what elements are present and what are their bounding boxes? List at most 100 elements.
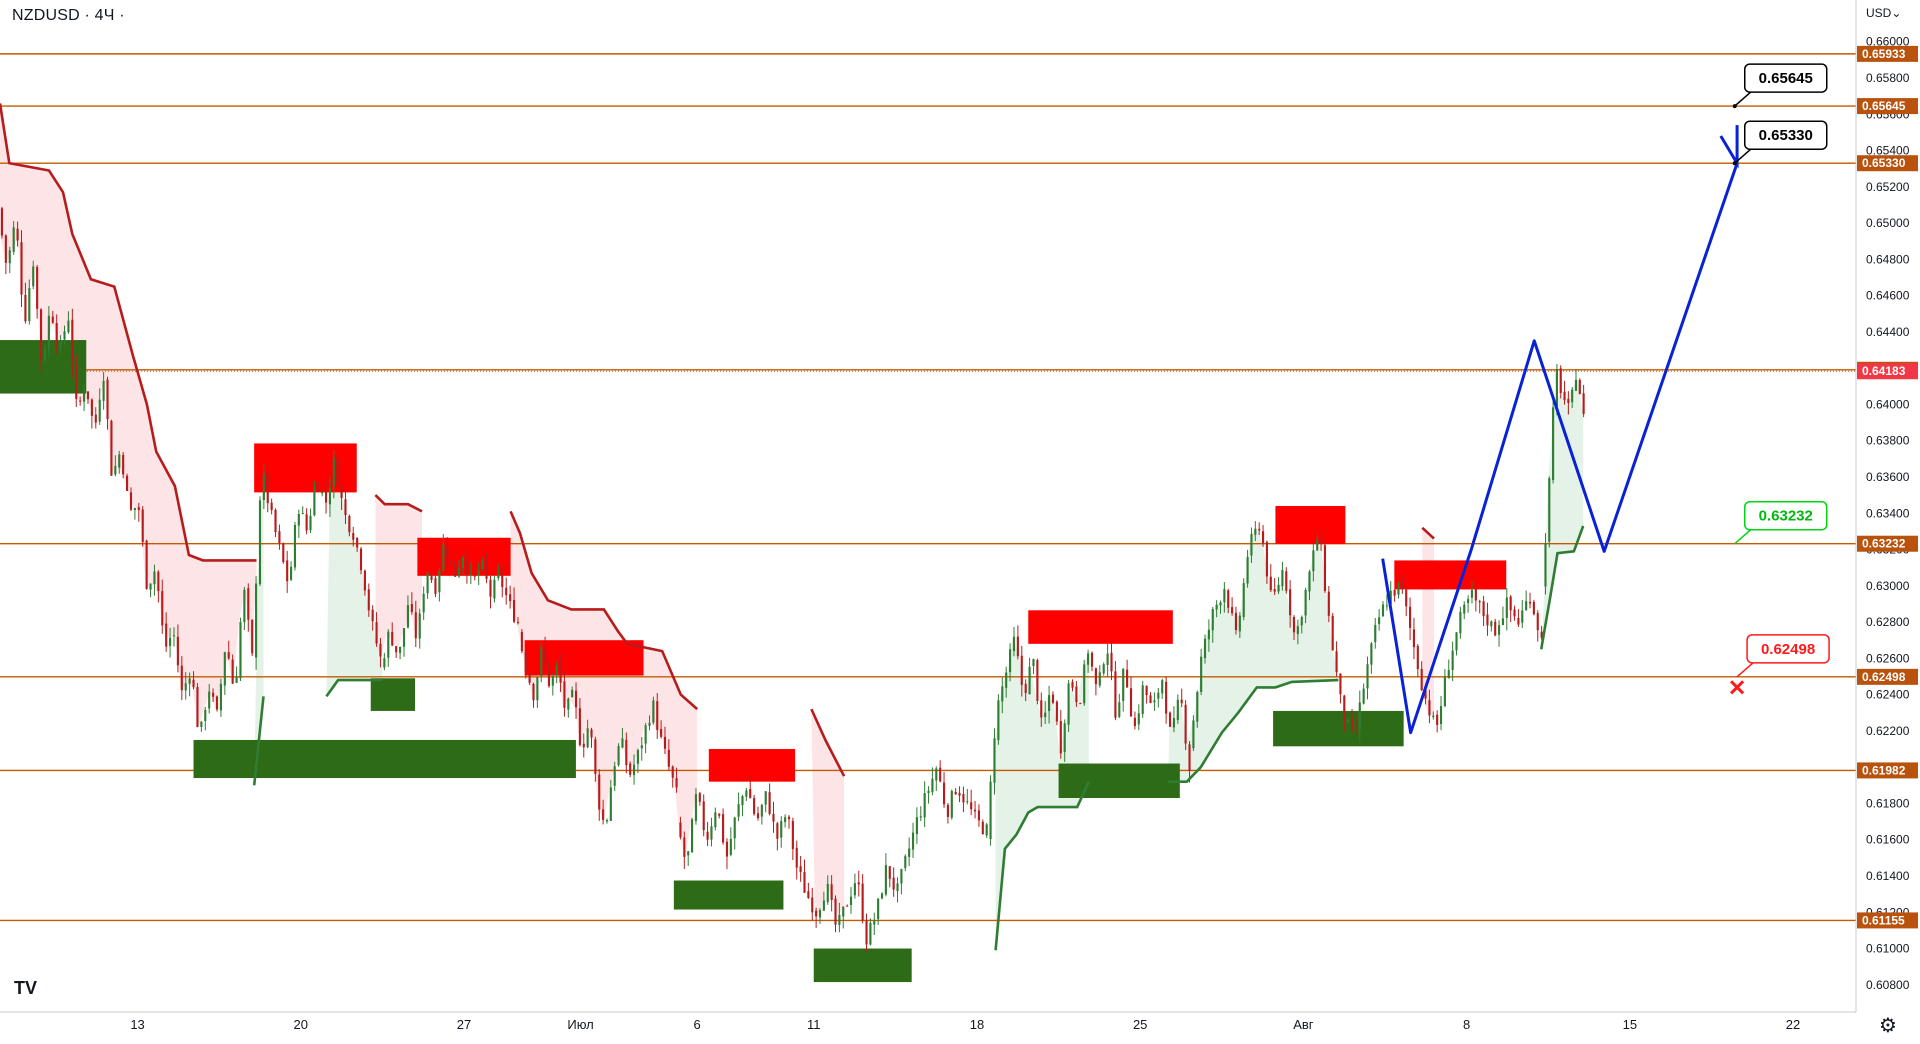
callout-0.65645[interactable]: 0.65645: [1732, 63, 1828, 109]
callout-box[interactable]: [1744, 63, 1828, 93]
candle-body: [86, 391, 90, 400]
currency-selector[interactable]: USD⌄: [1866, 6, 1901, 20]
symbol-title[interactable]: NZDUSD · 4Ч ·: [12, 7, 125, 24]
candle-body: [1285, 571, 1288, 591]
time-axis[interactable]: 13 20 27 Июл 6 11 18 25 Авг 8 15 22: [130, 1017, 1800, 1032]
candle-body: [1269, 576, 1272, 591]
candle-body: [12, 227, 15, 252]
candle-body: [196, 687, 199, 727]
candle-body: [1036, 660, 1039, 701]
candle-body: [126, 475, 129, 491]
level-label-0.65933[interactable]: 0.65933: [1857, 45, 1918, 62]
candle-body: [410, 604, 413, 612]
supply-zone-5[interactable]: [1275, 506, 1346, 545]
candle-body: [547, 662, 551, 687]
demand-zone-3[interactable]: [673, 880, 784, 910]
candle-body: [1548, 478, 1551, 542]
candle-body: [215, 696, 219, 710]
current-price-label[interactable]: 0.64183: [1857, 363, 1918, 380]
candle-body: [375, 622, 378, 644]
candle-body: [524, 652, 527, 673]
callout-box[interactable]: [1746, 634, 1830, 664]
candle-body: [679, 822, 682, 838]
candle-body: [989, 781, 992, 840]
candle-body: [880, 893, 884, 899]
candle-body: [1574, 379, 1578, 391]
candle-body: [336, 457, 339, 485]
level-label-0.65645[interactable]: 0.65645: [1857, 98, 1918, 115]
level-label-text: 0.61155: [1862, 913, 1905, 927]
candle-body: [505, 587, 508, 596]
candle-body: [465, 556, 468, 575]
demand-zone-5[interactable]: [1058, 763, 1180, 798]
price-callouts[interactable]: 0.65645 0.65330 0.63232 0.62498: [1730, 63, 1830, 695]
candle-body: [760, 804, 763, 817]
bearish-fill-0: [0, 103, 257, 727]
callout-0.62498[interactable]: 0.62498: [1736, 634, 1830, 678]
callout-0.63232[interactable]: 0.63232: [1734, 500, 1828, 545]
supply-zone-0[interactable]: [254, 443, 357, 493]
callout-0.65330[interactable]: 0.65330: [1732, 120, 1828, 166]
candle-body: [262, 473, 265, 500]
callout-box[interactable]: [1744, 120, 1828, 150]
candle-body: [75, 363, 78, 399]
candle-body: [1358, 702, 1361, 731]
projection-zigzag[interactable]: [1381, 162, 1739, 735]
supply-zone-2[interactable]: [524, 640, 644, 676]
candle-body: [1161, 680, 1164, 694]
supply-zone-4[interactable]: [1028, 610, 1173, 644]
bullish-trailing-line-4: [1539, 525, 1585, 650]
candle-body: [737, 804, 740, 817]
candle-body: [904, 856, 907, 869]
candle-body: [321, 492, 324, 494]
level-label-0.62498[interactable]: 0.62498: [1857, 668, 1918, 685]
time-tick-20: 20: [294, 1017, 308, 1032]
callout-label: 0.65330: [1759, 127, 1813, 144]
candle-body: [811, 897, 814, 913]
demand-zone-6[interactable]: [1273, 710, 1404, 747]
candle-body: [1281, 570, 1284, 587]
candle-body: [90, 399, 93, 416]
supply-zone-1[interactable]: [417, 537, 511, 576]
supply-zone-3[interactable]: [708, 749, 796, 782]
candle-body: [1494, 621, 1497, 636]
level-label-0.65330[interactable]: 0.65330: [1857, 155, 1918, 172]
projection-path[interactable]: [1381, 125, 1739, 735]
candle-body: [787, 816, 791, 820]
candle-body: [227, 652, 230, 659]
candle-body: [1172, 718, 1175, 728]
price-tick-0.65800: 0.65800: [1866, 71, 1910, 85]
callout-anchor-dot: [1732, 161, 1737, 166]
gear-icon[interactable]: ⚙: [1879, 1015, 1897, 1037]
level-label-0.61155[interactable]: 0.61155: [1857, 912, 1918, 929]
supply-zone-6[interactable]: [1394, 560, 1507, 590]
supply-demand-zones[interactable]: [0, 340, 1507, 983]
level-label-0.61982[interactable]: 0.61982: [1857, 762, 1918, 779]
time-tick-11: 11: [807, 1017, 821, 1032]
candle-body: [305, 514, 308, 531]
price-tick-0.63400: 0.63400: [1866, 506, 1910, 520]
level-label-bg: [1857, 155, 1918, 172]
candle-body: [98, 399, 101, 422]
level-label-0.63232[interactable]: 0.63232: [1857, 535, 1918, 552]
demand-zone-4[interactable]: [813, 948, 912, 983]
callout-box[interactable]: [1744, 500, 1828, 531]
candle-body: [266, 473, 269, 504]
price-axis-bg: [1857, 0, 1920, 1044]
candle-body: [1582, 393, 1585, 414]
tradingview-logo[interactable]: TV: [14, 978, 38, 998]
candle-body: [818, 910, 822, 918]
candle-body: [255, 583, 258, 658]
demand-zone-2[interactable]: [370, 678, 416, 711]
candle-body: [122, 455, 125, 475]
stop-x-icon[interactable]: [1730, 680, 1745, 695]
candle-body: [1459, 611, 1462, 634]
level-label-bg: [1857, 912, 1918, 929]
price-axis[interactable]: 0.660000.658000.656000.654000.652000.650…: [1857, 0, 1920, 1044]
price-tick-0.63800: 0.63800: [1866, 434, 1910, 448]
candle-body: [698, 793, 701, 802]
demand-zone-1[interactable]: [193, 739, 576, 779]
projection-arrowhead[interactable]: [1719, 125, 1739, 169]
candle-body: [877, 898, 880, 919]
